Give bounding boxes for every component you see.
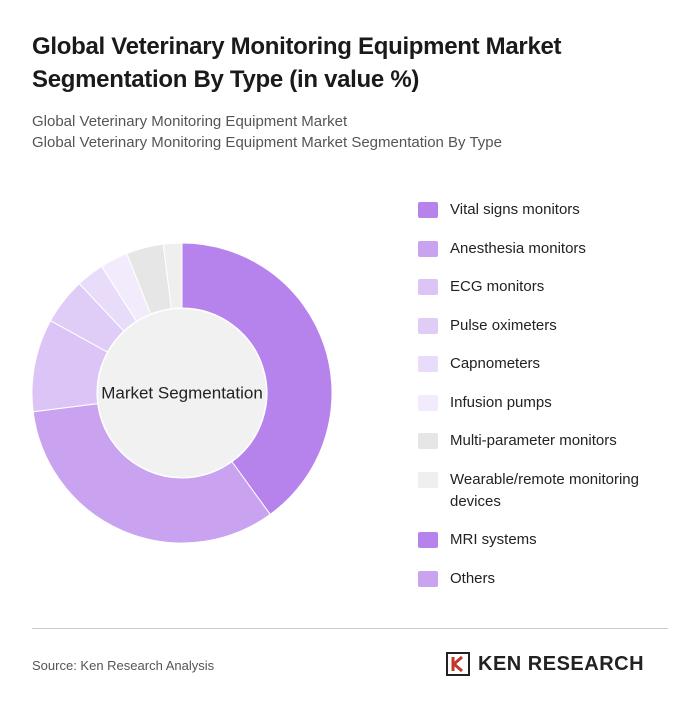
legend-swatch xyxy=(418,279,438,295)
legend-item: Pulse oximeters xyxy=(418,315,668,337)
legend-label: Wearable/remote monitoring devices xyxy=(450,470,639,510)
donut-slice xyxy=(181,242,333,516)
legend-item: Wearable/remote monitoring devices xyxy=(418,469,668,513)
legend-label: MRI systems xyxy=(450,531,537,548)
legend-swatch xyxy=(418,471,438,488)
donut-slice xyxy=(32,403,271,544)
legend-label: Others xyxy=(450,569,496,587)
legend-swatch xyxy=(418,317,438,334)
legend-item: Vital signs monitors xyxy=(418,199,668,221)
chart-title: Global Veterinary Monitoring Equipment M… xyxy=(32,33,562,93)
donut-chart: Market Segmentation xyxy=(31,242,333,544)
legend-item: Multi-parameter monitors xyxy=(418,430,668,452)
legend-swatch xyxy=(418,570,438,587)
logo-icon xyxy=(446,652,470,676)
legend-label: Vital signs monitors xyxy=(450,201,580,218)
legend-label: Pulse oximeters xyxy=(450,316,557,334)
legend-swatch xyxy=(418,240,438,257)
legend-label: Infusion pumps xyxy=(450,393,552,411)
legend-label: ECG monitors xyxy=(450,278,545,295)
legend-swatch xyxy=(418,532,438,548)
legend-item: MRI systems xyxy=(418,529,668,551)
legend-item: Others xyxy=(418,568,668,590)
legend-item: ECG monitors xyxy=(418,276,668,298)
subtitle: Global Veterinary Monitoring Equipment M… xyxy=(32,134,502,151)
source: Source: Ken Research Analysis xyxy=(32,658,215,673)
legend-item: Infusion pumps xyxy=(418,392,668,414)
legend: Vital signs monitors Anesthesia monitors E… xyxy=(418,199,668,590)
legend-swatch xyxy=(418,394,438,411)
legend-label: Multi-parameter monitors xyxy=(450,432,617,449)
donut-hole xyxy=(98,309,266,477)
legend-label: Capnometers xyxy=(450,355,541,372)
legend-swatch xyxy=(418,202,438,218)
subtitle: Global Veterinary Monitoring Equipment M… xyxy=(32,113,348,130)
legend-item: Anesthesia monitors xyxy=(418,238,668,260)
legend-swatch xyxy=(418,433,438,449)
divider xyxy=(32,628,668,629)
center-label: Market Segmentation xyxy=(101,383,263,402)
legend-label: Anesthesia monitors xyxy=(450,239,586,257)
brand: KEN RESEARCH xyxy=(478,653,645,675)
legend-item: Capnometers xyxy=(418,353,668,375)
legend-swatch xyxy=(418,356,438,372)
